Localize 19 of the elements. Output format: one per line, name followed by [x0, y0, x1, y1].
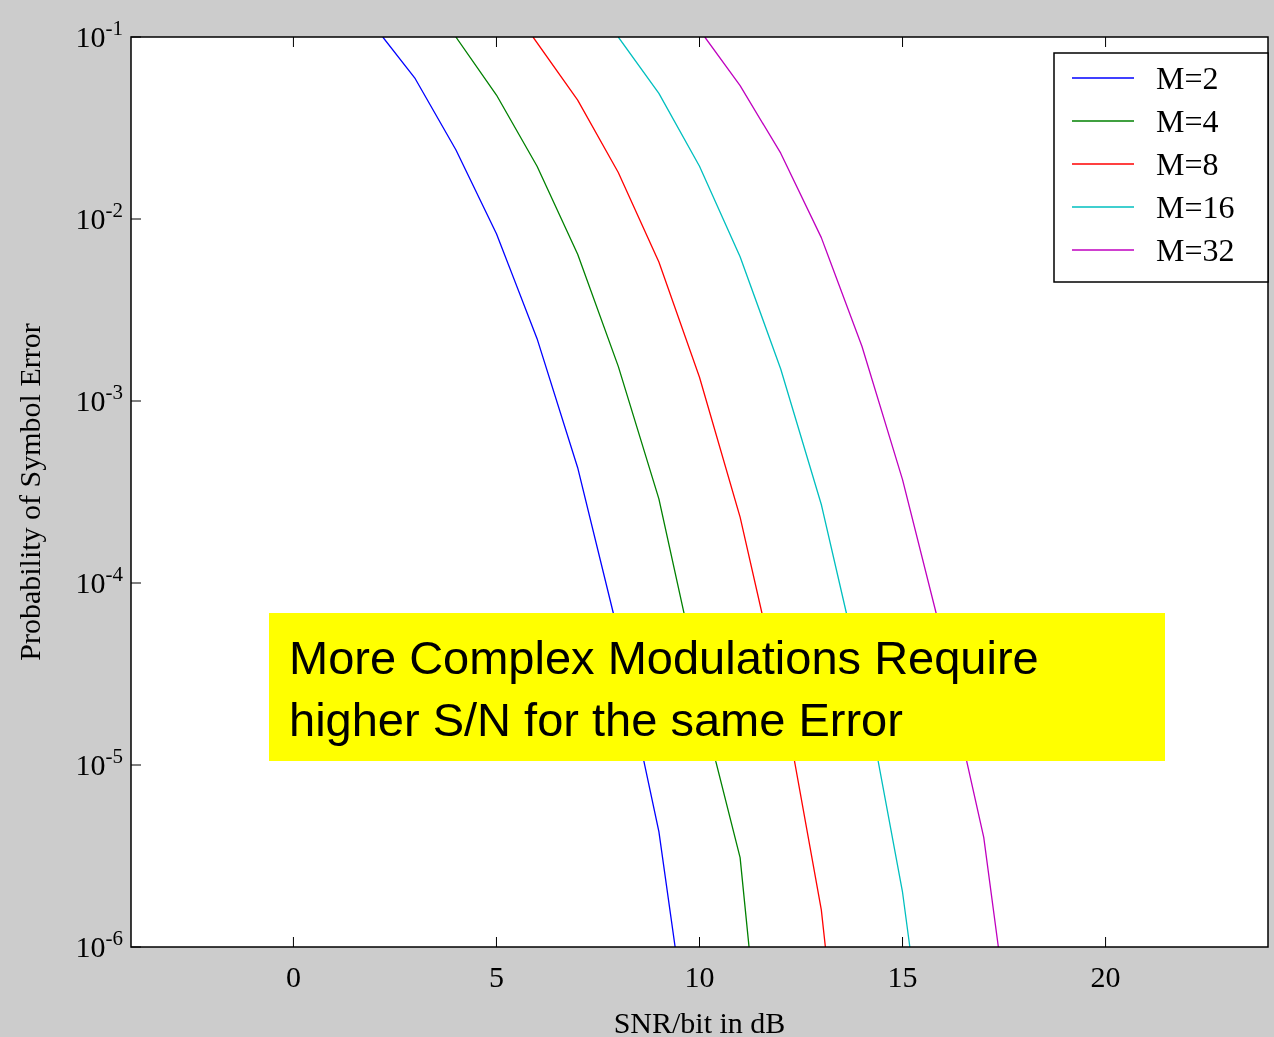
- x-tick-label: 5: [488, 960, 504, 993]
- legend-label: M=4: [1156, 103, 1219, 139]
- y-tick-label: 10$^{-2}$: [75, 198, 123, 235]
- legend-label: M=2: [1156, 60, 1219, 96]
- x-axis-title: SNR/bit in dB: [613, 1006, 786, 1037]
- legend-label: M=16: [1156, 189, 1235, 225]
- x-tick-label: 0: [285, 960, 301, 993]
- y-tick-label: 10$^{-1}$: [75, 16, 123, 53]
- y-tick-label: 10$^{-4}$: [75, 562, 124, 599]
- legend-label: M=32: [1156, 232, 1235, 268]
- y-axis-title: Probability of Symbol Error: [13, 323, 46, 661]
- x-tick-label: 20: [1090, 960, 1121, 993]
- x-tick-label: 15: [887, 960, 918, 993]
- x-tick-label: 10: [684, 960, 715, 993]
- y-tick-label: 10$^{-6}$: [75, 926, 123, 963]
- annotation: More Complex Modulations Require higher S/N for the same Error: [289, 631, 1039, 746]
- y-tick-label: 10$^{-5}$: [75, 744, 123, 781]
- y-tick-label: 10$^{-3}$: [75, 380, 123, 417]
- legend-label: M=8: [1156, 146, 1219, 182]
